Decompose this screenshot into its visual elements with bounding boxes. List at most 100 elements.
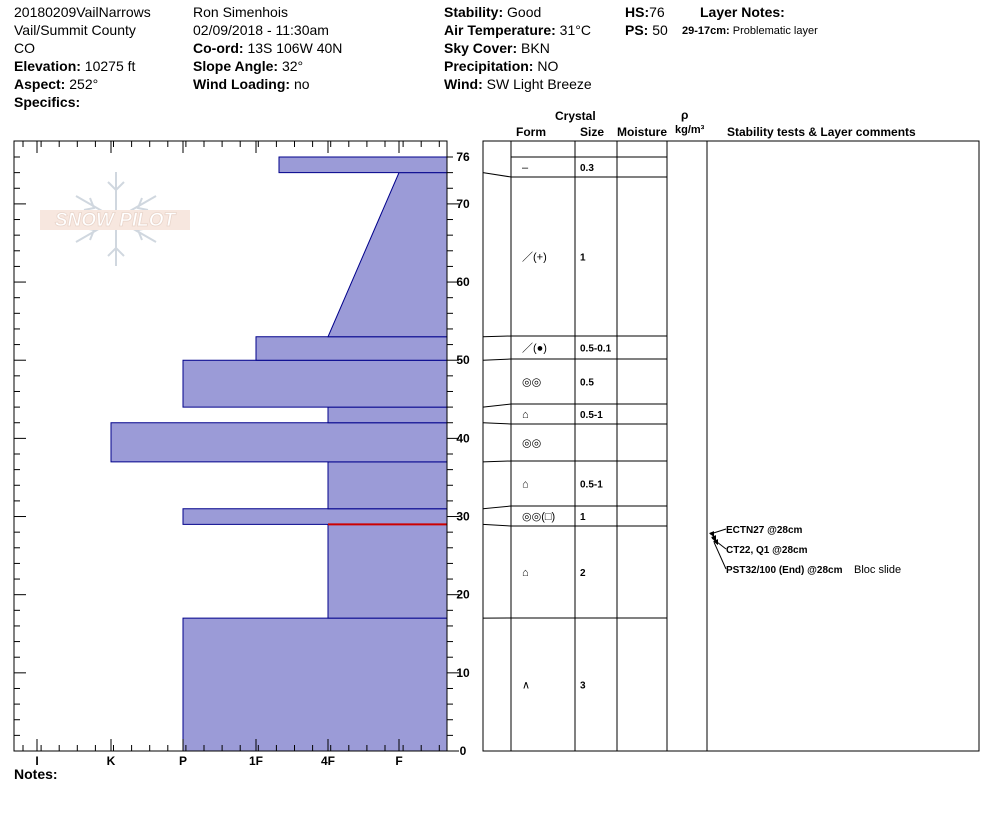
- y-tick-label-20: 20: [456, 588, 470, 602]
- layer-form-9: ∧: [522, 680, 530, 692]
- wind-loading: Wind Loading: no: [193, 75, 310, 93]
- sky-label: Sky Cover:: [444, 40, 518, 56]
- layer-form-7: ◎◎(□): [522, 511, 555, 523]
- slope-value: 32°: [281, 58, 304, 74]
- datetime: 02/09/2018 - 11:30am: [193, 22, 329, 38]
- test-label-0: ECTN27 @28cm: [726, 525, 803, 536]
- layer-notes-title: Layer Notes:: [700, 4, 785, 20]
- moisture-header: Moisture: [617, 125, 668, 139]
- layer-connector-50: [482, 358, 512, 361]
- hardness-layer-3: [327, 461, 448, 510]
- wind-loading-value: no: [293, 76, 310, 92]
- coord: Co-ord: 13S 106W 40N: [193, 39, 342, 57]
- precip-label: Precipitation:: [444, 58, 534, 74]
- elevation: Elevation: 10275 ft: [14, 57, 135, 75]
- hardness-layer-9: [278, 156, 448, 174]
- stability-tests: ECTN27 @28cm CT22, Q1 @28cm PST32/100 (End…: [709, 525, 901, 576]
- layer-note-text: Problematic layer: [732, 25, 818, 37]
- test-label-1: CT22, Q1 @28cm: [726, 545, 808, 556]
- layer-connector-42: [482, 422, 512, 425]
- layer-note: 29-17cm: Problematic layer: [682, 22, 818, 40]
- sky-value: BKN: [521, 40, 550, 56]
- stability-label: Stability:: [444, 4, 504, 20]
- specifics-label: Specifics:: [14, 94, 81, 110]
- ps-value: 50: [652, 22, 668, 38]
- coord-label: Co-ord:: [193, 40, 244, 56]
- precipitation: Precipitation: NO: [444, 57, 558, 75]
- sky-cover: Sky Cover: BKN: [444, 39, 550, 57]
- rho-header: ρ: [681, 108, 689, 122]
- y-tick-label-70: 70: [456, 197, 470, 211]
- y-tick-label-76: 76: [456, 150, 470, 164]
- x-tick-label-K: K: [107, 754, 116, 768]
- hardness-layer-1: [327, 523, 448, 619]
- y-tick-label-10: 10: [456, 666, 470, 680]
- layer-form-6: ⌂: [522, 479, 529, 491]
- test-arrow-2: [713, 539, 718, 546]
- test-arrow-0: [709, 531, 714, 538]
- size-header: Size: [580, 125, 605, 139]
- wind-loading-label: Wind Loading:: [193, 76, 291, 92]
- layer-size-8: 2: [580, 568, 586, 579]
- layer-connector-37: [482, 460, 512, 463]
- aspect: Aspect: 252°: [14, 75, 98, 93]
- layer-connector-29: [482, 523, 512, 527]
- x-tick-label-P: P: [179, 754, 187, 768]
- ps-label: PS:: [625, 22, 649, 38]
- layer-form-5: ◎◎: [522, 438, 541, 450]
- test-pointer-1: [711, 537, 727, 550]
- aspect-label: Aspect:: [14, 76, 66, 92]
- test-label-2: PST32/100 (End) @28cm: [726, 565, 843, 576]
- layer-size-7: 1: [580, 512, 586, 523]
- y-tick-label-60: 60: [456, 275, 470, 289]
- wind-label: Wind:: [444, 76, 483, 92]
- layer-table: – 0.3 ／(+) 1 ／(●) 0.5-0.1 ◎◎ 0.5 ⌂ 0.5-1 ◎◎ ⌂ 0.5-1 ◎…: [482, 140, 980, 752]
- site-name: 20180209VailNarrows: [14, 4, 151, 20]
- logo-band: [40, 210, 190, 230]
- layer-size-1: 1: [580, 253, 586, 264]
- hardness-layer-0: [182, 617, 448, 752]
- hs-label: HS:: [625, 4, 650, 20]
- air-temperature: Air Temperature: 31°C: [444, 21, 591, 39]
- snowpilot-logo: SNOW PILOT: [40, 172, 190, 266]
- hardness-profile: [110, 156, 448, 752]
- y-tick-label-0: 0: [460, 744, 467, 758]
- notes-label: Notes:: [14, 766, 58, 782]
- hardness-layer-8: [327, 172, 448, 338]
- hardness-layer-2: [182, 508, 448, 525]
- x-tick-label-4F: 4F: [321, 754, 335, 768]
- logo-text: SNOW PILOT: [55, 210, 177, 231]
- wind-value: SW Light Breeze: [486, 76, 592, 92]
- layer-form-0: –: [522, 162, 529, 174]
- ps: PS: 50: [625, 21, 668, 39]
- layer-connector-44: [482, 403, 512, 408]
- coord-value: 13S 106W 40N: [247, 40, 343, 56]
- hs-value: 76: [649, 4, 665, 20]
- layer-connector-53: [482, 335, 512, 338]
- hs: HS:76: [625, 3, 665, 21]
- layer-connector-74: [482, 172, 512, 178]
- layer-note-range: 29-17cm:: [682, 25, 730, 37]
- layer-size-0: 0.3: [580, 163, 594, 174]
- layer-form-2: ／(●): [522, 342, 547, 355]
- layer-size-9: 3: [580, 681, 586, 692]
- crystal-header: Crystal: [555, 109, 596, 123]
- layer-form-4: ⌂: [522, 409, 529, 421]
- aspect-value: 252°: [69, 76, 99, 92]
- form-header: Form: [516, 125, 546, 139]
- hardness-layer-4: [110, 422, 448, 463]
- hardness-layer-6: [182, 359, 448, 408]
- y-tick-label-30: 30: [456, 510, 470, 524]
- layer-size-4: 0.5-1: [580, 410, 603, 421]
- x-tick-label-1F: 1F: [249, 754, 263, 768]
- layer-connector-31: [482, 505, 512, 510]
- layer-form-8: ⌂: [522, 567, 529, 579]
- slope-label: Slope Angle:: [193, 58, 279, 74]
- layer-size-6: 0.5-1: [580, 480, 603, 491]
- test-comment-2: Bloc slide: [854, 564, 901, 576]
- test-arrow-1: [711, 535, 716, 542]
- air-temp-label: Air Temperature:: [444, 22, 556, 38]
- depth-axis: 0 10 20 30 40 50 60 70 76: [14, 141, 470, 758]
- test-pointer-2: [713, 541, 727, 570]
- state: CO: [14, 40, 35, 56]
